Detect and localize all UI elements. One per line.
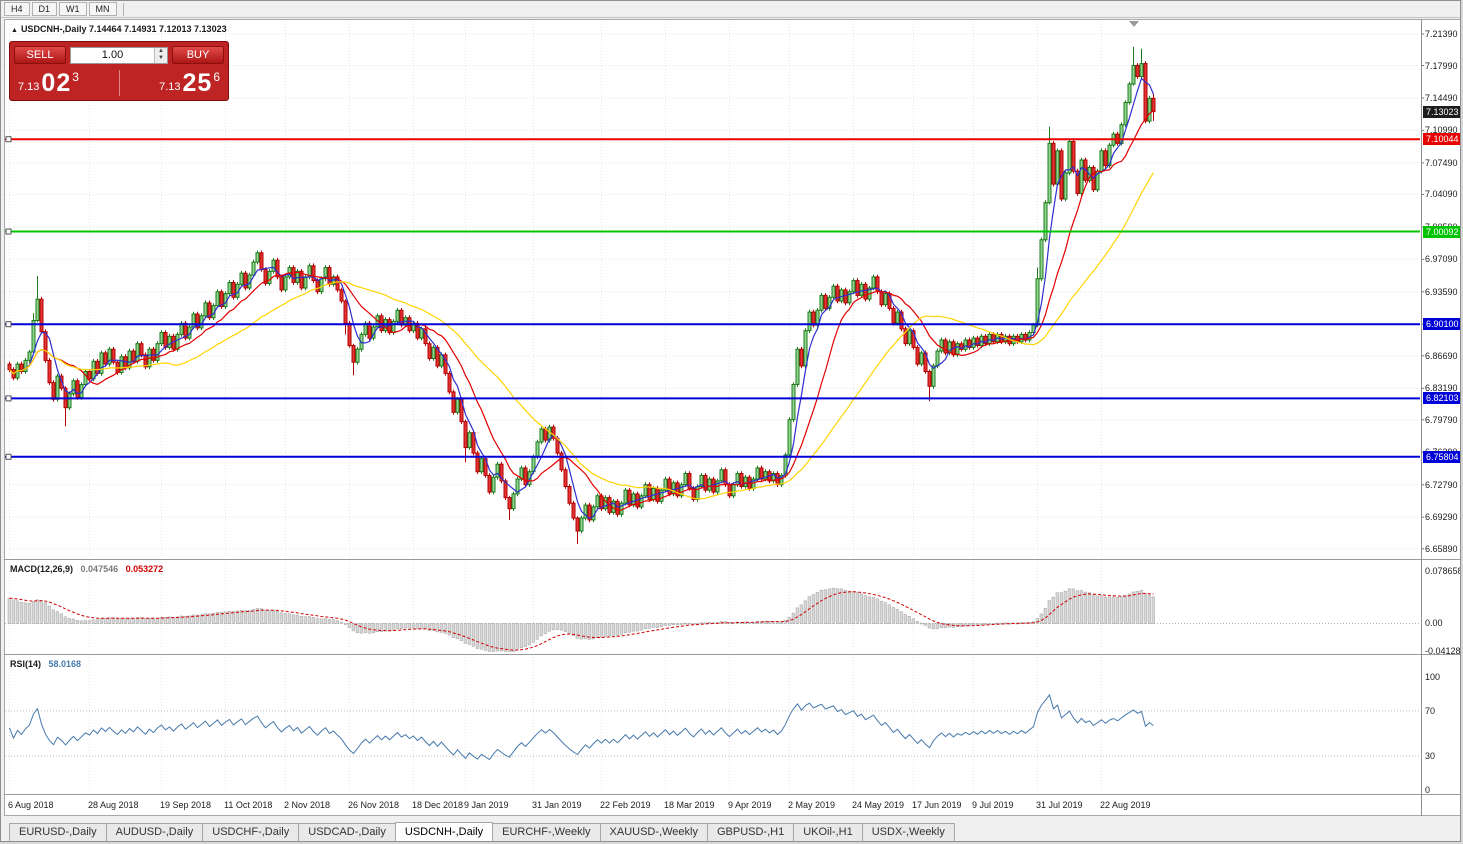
rsi-header: RSI(14) 58.0168 [10, 659, 81, 669]
chart-tab-usdchf-daily[interactable]: USDCHF-,Daily [202, 823, 300, 841]
rsi-name: RSI(14) [10, 659, 42, 669]
ask-price[interactable]: 7.13 25 6 [159, 69, 220, 97]
ohlc-text: USDCNH-,Daily 7.14464 7.14931 7.12013 7.… [20, 24, 227, 34]
chart-tab-ukoil-h1[interactable]: UKOil-,H1 [793, 823, 863, 841]
macd-main-value: 0.047546 [80, 564, 119, 574]
spinner-up-icon[interactable]: ▲ [155, 47, 167, 55]
volume-value[interactable]: 1.00 [101, 49, 124, 61]
volume-spinner[interactable]: ▲ ▼ [154, 47, 167, 63]
timeframe-mn[interactable]: MN [88, 2, 117, 16]
macd-name: MACD(12,26,9) [10, 564, 74, 574]
macd-signal-value: 0.053272 [125, 564, 164, 574]
rsi-value: 58.0168 [48, 659, 82, 669]
chart-tab-usdx-weekly[interactable]: USDX-,Weekly [861, 823, 955, 841]
chart-tab-bar: EURUSD-,Daily AUDUSD-,Daily USDCHF-,Daily U… [4, 820, 1460, 841]
chart-tab-usdcad-daily[interactable]: USDCAD-,Daily [298, 823, 396, 841]
spinner-down-icon[interactable]: ▼ [155, 55, 167, 63]
symbol-direction-icon: ▲ [11, 27, 18, 34]
chart-tab-eurchf-weekly[interactable]: EURCHF-,Weekly [492, 823, 601, 841]
bid-price[interactable]: 7.13 02 3 [18, 69, 79, 97]
toolbar-separator [122, 2, 124, 16]
chart-ohlc-header: ▲ USDCNH-,Daily 7.14464 7.14931 7.12013 7… [11, 24, 227, 34]
sell-button[interactable]: SELL [14, 46, 66, 64]
chart-tab-xauusd-weekly[interactable]: XAUUSD-,Weekly [599, 823, 708, 841]
macd-header: MACD(12,26,9) 0.047546 0.053272 [10, 564, 163, 574]
volume-field[interactable]: 1.00 ▲ ▼ [70, 46, 168, 64]
chart-tab-eurusd-daily[interactable]: EURUSD-,Daily [9, 823, 107, 841]
chart-tab-audusd-daily[interactable]: AUDUSD-,Daily [105, 823, 204, 841]
timeframe-d1[interactable]: D1 [31, 2, 58, 16]
timeframe-w1[interactable]: W1 [59, 2, 87, 16]
timeframe-toolbar: H4 D1 W1 MN [1, 1, 1460, 18]
timeframe-h4[interactable]: H4 [4, 2, 30, 16]
buy-button[interactable]: BUY [172, 46, 224, 64]
chart-tab-gbpusd-h1[interactable]: GBPUSD-,H1 [706, 823, 795, 841]
chart-panel[interactable] [4, 19, 1460, 816]
chart-tab-usdcnh-daily[interactable]: USDCNH-,Daily [394, 822, 494, 841]
one-click-trading-panel: SELL 1.00 ▲ ▼ BUY 7.13 02 3 7.13 25 6 [9, 41, 229, 101]
